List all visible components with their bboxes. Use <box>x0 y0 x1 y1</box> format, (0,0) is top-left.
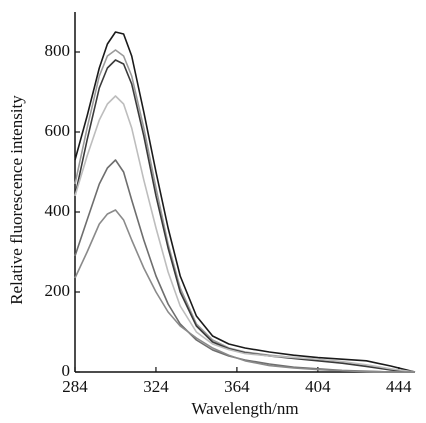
x-tick-label: 364 <box>224 377 250 396</box>
spectrum-line <box>74 209 415 373</box>
x-tick-label: 404 <box>305 377 331 396</box>
y-tick-label: 200 <box>45 281 71 300</box>
y-tick-label: 600 <box>45 121 71 140</box>
spectrum-line <box>74 49 416 373</box>
y-tick-label: 800 <box>45 41 71 60</box>
x-tick-label: 284 <box>62 377 88 396</box>
y-tick-label: 0 <box>62 361 71 380</box>
y-tick-label: 400 <box>45 201 71 220</box>
x-tick-label: 324 <box>143 377 169 396</box>
x-axis-label: Wavelength/nm <box>191 399 298 418</box>
spectrum-line <box>74 31 416 373</box>
spectrum-line <box>74 159 415 373</box>
spectrum-line <box>74 95 416 373</box>
x-tick-label: 444 <box>386 377 412 396</box>
y-axis-label: Relative fluorescence intensity <box>7 95 26 305</box>
spectrum-line <box>74 59 416 373</box>
